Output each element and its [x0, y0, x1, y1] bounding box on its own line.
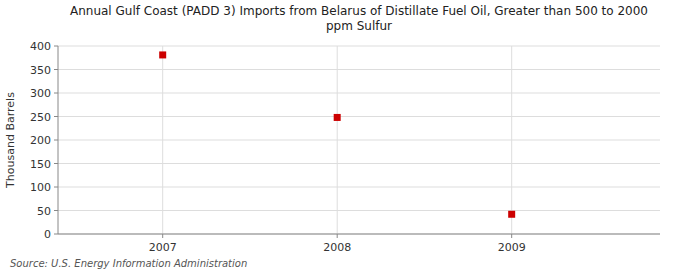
x-tick — [337, 234, 338, 238]
y-tick — [54, 116, 58, 117]
grid-line-y — [58, 46, 660, 47]
grid-line-y — [58, 234, 660, 235]
title-line: ppm Sulfur — [326, 19, 392, 33]
y-tick — [54, 93, 58, 94]
grid-line-y — [58, 140, 660, 141]
grid — [58, 46, 660, 234]
x-tick-label: 2009 — [498, 241, 526, 254]
source-note: Source: U.S. Energy Information Administ… — [10, 258, 247, 269]
grid-line-x — [162, 46, 163, 234]
y-tick-label: 350 — [30, 64, 51, 77]
y-tick-label: 200 — [30, 134, 51, 147]
x-tick — [511, 234, 512, 238]
y-tick-label: 50 — [37, 205, 51, 218]
grid-line-y — [58, 116, 660, 117]
chart-svg: Annual Gulf Coast (PADD 3) Imports from … — [0, 0, 675, 275]
y-tick-label: 100 — [30, 181, 51, 194]
points — [159, 51, 515, 217]
point — [508, 211, 515, 218]
grid-line-y — [58, 210, 660, 211]
y-tick-label: 400 — [30, 40, 51, 53]
x-tick — [162, 234, 163, 238]
point — [159, 51, 166, 58]
x-tick-label: 2007 — [149, 241, 177, 254]
y-tick — [54, 140, 58, 141]
title: Annual Gulf Coast (PADD 3) Imports from … — [70, 4, 648, 33]
y-tick-label: 150 — [30, 158, 51, 171]
y-tick-label: 0 — [44, 228, 51, 241]
grid-line-y — [58, 69, 660, 70]
x-axis-line — [58, 234, 660, 235]
grid-line-y — [58, 93, 660, 94]
chart-container: Annual Gulf Coast (PADD 3) Imports from … — [0, 0, 675, 275]
y-axis-label: Thousand Barrels — [4, 92, 17, 189]
y-tick — [54, 234, 58, 235]
x-tick-label: 2008 — [323, 241, 351, 254]
grid-line-x — [337, 46, 338, 234]
y-tick — [54, 46, 58, 47]
y-tick — [54, 187, 58, 188]
y-tick — [54, 210, 58, 211]
grid-line-y — [58, 163, 660, 164]
point — [334, 114, 341, 121]
grid-line-x — [511, 46, 512, 234]
y-tick-label: 300 — [30, 87, 51, 100]
y-tick — [54, 69, 58, 70]
y-tick-label: 250 — [30, 111, 51, 124]
y-tick — [54, 163, 58, 164]
title-line: Annual Gulf Coast (PADD 3) Imports from … — [70, 4, 648, 18]
grid-line-y — [58, 187, 660, 188]
